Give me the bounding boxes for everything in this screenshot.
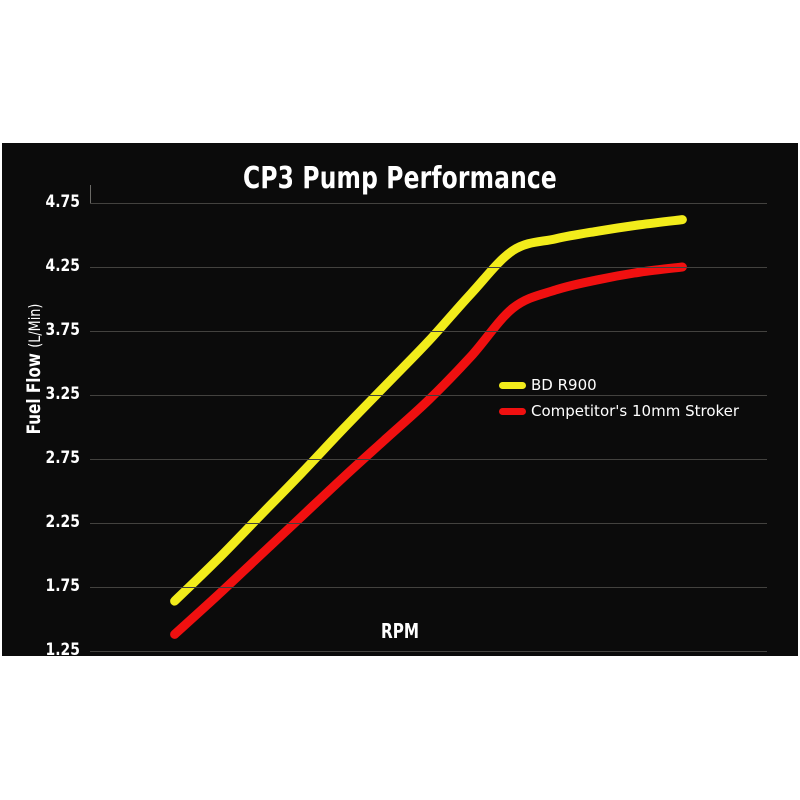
gridline — [90, 203, 767, 204]
y-axis-title: Fuel Flow (L/Min) — [23, 281, 45, 457]
x-axis-title: RPM — [381, 619, 419, 643]
legend-swatch-competitor — [499, 407, 526, 415]
gridline — [90, 331, 767, 332]
gridline — [90, 459, 767, 460]
y-axis-spine — [90, 185, 91, 203]
gridline — [90, 587, 767, 588]
chart-title: CP3 Pump Performance — [243, 161, 557, 196]
gridline — [90, 651, 767, 652]
gridline — [90, 523, 767, 524]
chart-legend: BD R900 Competitor's 10mm Stroker — [499, 372, 739, 424]
y-tick-label: 3.25 — [45, 384, 80, 404]
legend-item-competitor: Competitor's 10mm Stroker — [499, 398, 739, 424]
y-tick-label: 2.25 — [45, 512, 80, 532]
y-tick-label: 1.75 — [45, 576, 80, 596]
series-line-competitor — [170, 262, 687, 639]
y-tick-label: 1.25 — [45, 640, 80, 656]
legend-label-bd-r900: BD R900 — [531, 376, 597, 394]
chart-panel: CP3 Pump Performance 4.75 4.25 3.75 3.25 2.7… — [2, 143, 798, 656]
y-tick-label: 4.25 — [45, 256, 80, 276]
legend-swatch-bd-r900 — [499, 381, 526, 389]
series-line-bd-r900 — [170, 215, 687, 606]
legend-item-bd-r900: BD R900 — [499, 372, 739, 398]
y-axis-title-unit: (L/Min) — [25, 303, 44, 348]
y-tick-label: 2.75 — [45, 448, 80, 468]
gridline — [90, 267, 767, 268]
series-lines — [170, 215, 687, 639]
plot-area: 4.754.253.753.252.752.251.751.25 5001000… — [46, 185, 767, 656]
y-tick-label: 4.75 — [45, 192, 80, 212]
y-axis-title-text: Fuel Flow — [23, 353, 45, 435]
y-tick-label: 3.75 — [45, 320, 80, 340]
legend-label-competitor: Competitor's 10mm Stroker — [531, 402, 740, 420]
gridline — [90, 395, 767, 396]
